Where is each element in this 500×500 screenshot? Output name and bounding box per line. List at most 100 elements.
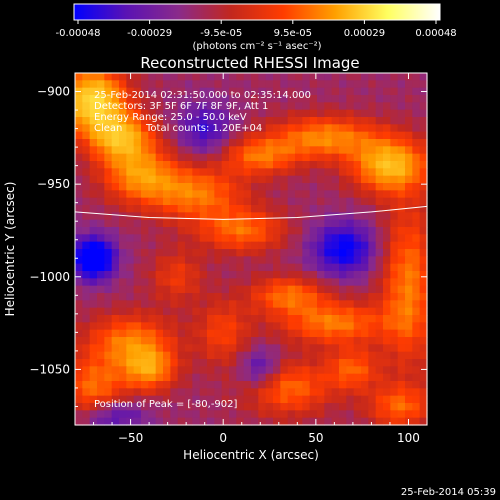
heatmap-cell	[339, 146, 347, 155]
heatmap-cell	[133, 249, 142, 257]
heatmap-cell	[287, 197, 296, 206]
heatmap-cell	[361, 359, 369, 367]
heatmap-cell	[375, 351, 384, 360]
heatmap-cell	[126, 205, 135, 213]
heatmap-cell	[192, 87, 201, 96]
heatmap-cell	[148, 388, 157, 397]
heatmap-cell	[419, 395, 428, 404]
heatmap-cell	[155, 168, 164, 177]
heatmap-cell	[177, 307, 186, 316]
heatmap-cell	[199, 161, 208, 169]
heatmap-cell	[331, 241, 340, 250]
heatmap-cell	[170, 161, 179, 169]
heatmap-cell	[353, 395, 362, 404]
heatmap-cell	[412, 344, 421, 353]
heatmap-cell	[302, 219, 311, 228]
heatmap-cell	[89, 168, 98, 177]
heatmap-cell	[339, 219, 347, 228]
heatmap-cell	[119, 322, 127, 331]
heatmap-cell	[243, 73, 252, 81]
heatmap-cell	[119, 300, 127, 309]
heatmap-cell	[229, 359, 237, 367]
heatmap-cell	[148, 80, 157, 89]
heatmap-cell	[390, 197, 399, 206]
heatmap-cell	[368, 168, 377, 177]
heatmap-cell	[265, 417, 274, 426]
heatmap-cell	[221, 234, 230, 243]
heatmap-cell	[309, 263, 318, 272]
heatmap-cell	[207, 388, 215, 397]
heatmap-cell	[97, 337, 105, 345]
heatmap-cell	[339, 337, 347, 345]
heatmap-cell	[309, 329, 318, 338]
heatmap-cell	[185, 249, 193, 257]
heatmap-cell	[75, 131, 83, 140]
heatmap-cell	[251, 366, 259, 375]
heatmap-cell	[412, 307, 421, 316]
heatmap-cell	[163, 131, 171, 140]
heatmap-cell	[251, 417, 259, 426]
heatmap-cell	[163, 219, 171, 228]
heatmap-cell	[221, 205, 230, 213]
heatmap-cell	[419, 197, 428, 206]
heatmap-cell	[346, 278, 355, 287]
heatmap-cell	[368, 395, 377, 404]
heatmap-cell	[346, 102, 355, 111]
heatmap-cell	[280, 307, 289, 316]
heatmap-cell	[287, 278, 296, 287]
heatmap-cell	[346, 175, 355, 184]
heatmap-cell	[397, 381, 406, 389]
heatmap-cell	[346, 234, 355, 243]
heatmap-cell	[126, 139, 135, 147]
heatmap-cell	[412, 197, 421, 206]
heatmap-cell	[185, 263, 193, 272]
heatmap-cell	[302, 344, 311, 353]
heatmap-cell	[133, 161, 142, 169]
heatmap-cell	[104, 351, 113, 360]
heatmap-cell	[214, 307, 223, 316]
heatmap-cell	[280, 234, 289, 243]
heatmap-cell	[185, 285, 193, 294]
heatmap-cell	[75, 234, 83, 243]
heatmap-cell	[383, 139, 391, 147]
heatmap-cell	[229, 124, 237, 133]
heatmap-cell	[163, 329, 171, 338]
heatmap-cell	[317, 146, 325, 155]
heatmap-cell	[221, 395, 230, 404]
heatmap-cell	[207, 300, 215, 309]
heatmap-cell	[111, 131, 120, 140]
heatmap-cell	[89, 80, 98, 89]
heatmap-cell	[89, 249, 98, 257]
heatmap-cell	[133, 285, 142, 294]
heatmap-cell	[368, 359, 377, 367]
heatmap-cell	[361, 307, 369, 316]
heatmap-cell	[155, 417, 164, 426]
heatmap-cell	[89, 175, 98, 184]
heatmap-cell	[133, 373, 142, 382]
heatmap-cell	[163, 322, 171, 331]
heatmap-cell	[75, 344, 83, 353]
heatmap-cell	[185, 175, 193, 184]
heatmap-cell	[214, 109, 223, 118]
heatmap-cell	[265, 256, 274, 265]
heatmap-cell	[97, 307, 105, 316]
heatmap-cell	[309, 153, 318, 162]
heatmap-cell	[192, 168, 201, 177]
heatmap-cell	[155, 395, 164, 404]
heatmap-cell	[111, 183, 120, 191]
heatmap-cell	[119, 219, 127, 228]
heatmap-cell	[214, 234, 223, 243]
heatmap-cell	[229, 373, 237, 382]
heatmap-cell	[309, 359, 318, 367]
heatmap-cell	[221, 278, 230, 287]
heatmap-cell	[97, 109, 105, 118]
heatmap-cell	[405, 263, 413, 272]
heatmap-cell	[317, 241, 325, 250]
heatmap-cell	[141, 168, 149, 177]
heatmap-cell	[375, 249, 384, 257]
heatmap-cell	[163, 285, 171, 294]
heatmap-cell	[89, 395, 98, 404]
heatmap-cell	[119, 271, 127, 279]
heatmap-cell	[346, 168, 355, 177]
heatmap-cell	[126, 80, 135, 89]
